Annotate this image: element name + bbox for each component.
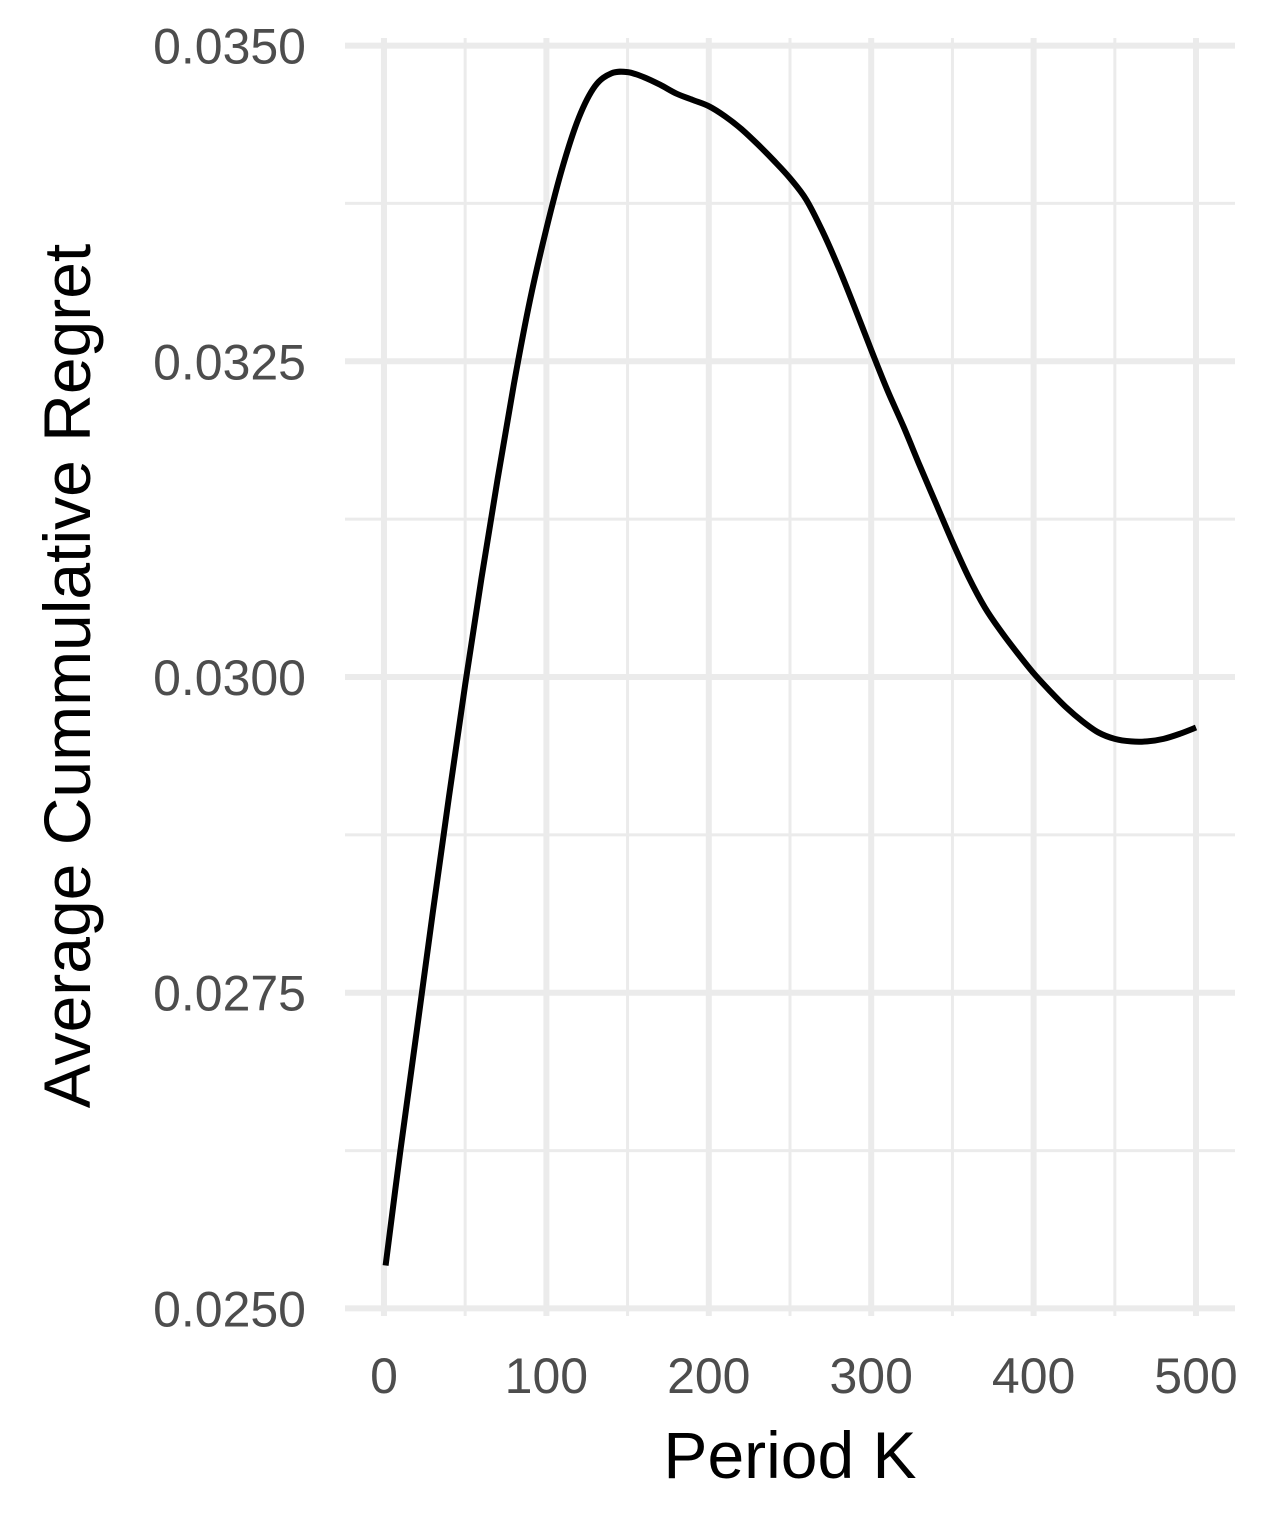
series-line — [382, 68, 1198, 1266]
y-tick-label: 0.0350 — [153, 19, 306, 75]
x-axis-tick-labels: 0 100 200 300 400 500 — [370, 1348, 1238, 1404]
y-axis-tick-labels: 0.0250 0.0275 0.0300 0.0325 0.0350 — [153, 19, 306, 1338]
x-tick-label: 400 — [992, 1348, 1075, 1404]
x-tick-label: 200 — [667, 1348, 750, 1404]
x-tick-label: 500 — [1154, 1348, 1237, 1404]
y-tick-label: 0.0325 — [153, 334, 306, 390]
y-tick-label: 0.0250 — [153, 1281, 306, 1337]
x-tick-label: 300 — [829, 1348, 912, 1404]
y-tick-label: 0.0300 — [153, 650, 306, 706]
x-tick-label: 0 — [370, 1348, 398, 1404]
x-tick-label: 100 — [505, 1348, 588, 1404]
series-layer — [382, 68, 1198, 1266]
y-axis-title: Average Cummulative Regret — [30, 244, 104, 1109]
x-axis-title: Period K — [663, 1418, 916, 1492]
y-tick-label: 0.0275 — [153, 966, 306, 1022]
